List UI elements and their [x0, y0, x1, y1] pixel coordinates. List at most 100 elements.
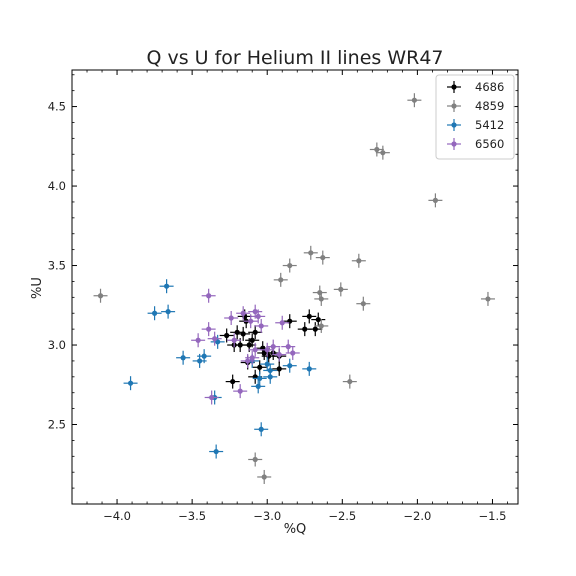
data-point	[407, 93, 422, 108]
data-point	[243, 314, 258, 329]
point-marker	[380, 150, 386, 156]
data-point	[272, 361, 287, 376]
data-point	[275, 315, 290, 330]
legend-label: 4686	[475, 80, 504, 94]
point-marker	[287, 363, 293, 369]
point-marker	[255, 383, 261, 389]
point-marker	[249, 337, 255, 343]
x-axis-label: %Q	[284, 522, 307, 537]
point-marker	[201, 353, 207, 359]
point-marker	[231, 337, 237, 343]
point-marker	[245, 358, 251, 364]
data-point	[225, 374, 240, 389]
point-marker	[255, 313, 261, 320]
x-tick-label: −2.5	[328, 509, 356, 523]
y-axis-label: %U	[30, 277, 45, 299]
point-marker	[240, 331, 246, 337]
point-marker	[270, 344, 276, 350]
point-marker	[320, 254, 326, 261]
data-point	[248, 452, 263, 467]
series-4859	[93, 93, 495, 484]
data-point	[260, 357, 275, 372]
data-point	[252, 371, 267, 386]
data-point	[248, 325, 263, 340]
legend-entry: 4859	[447, 99, 504, 113]
point-marker	[197, 358, 203, 364]
y-tick-label: 3.0	[48, 338, 66, 352]
data-points	[93, 93, 495, 484]
point-marker	[209, 394, 215, 401]
data-point	[219, 328, 234, 343]
point-marker	[213, 448, 219, 455]
legend-label: 5412	[475, 118, 504, 132]
data-point	[233, 384, 248, 399]
data-point	[161, 304, 176, 319]
data-point	[351, 253, 366, 268]
data-point	[251, 309, 266, 324]
data-point	[236, 306, 251, 321]
point-marker	[411, 97, 417, 103]
point-marker	[206, 293, 212, 299]
point-marker	[97, 293, 104, 299]
data-point	[248, 342, 263, 357]
data-point	[428, 193, 443, 208]
data-point	[236, 326, 251, 341]
point-marker	[264, 347, 270, 353]
legend-marker	[451, 122, 457, 128]
legend-entry: 5412	[447, 118, 504, 132]
point-marker	[312, 326, 318, 332]
point-marker	[306, 366, 312, 372]
point-marker	[151, 310, 158, 316]
legend-box	[435, 74, 515, 160]
point-marker	[257, 364, 263, 370]
x-tick-label: −3.5	[178, 509, 206, 523]
point-marker	[302, 326, 308, 332]
data-point	[191, 333, 206, 348]
legend-label: 4859	[475, 99, 504, 113]
x-tick-label: −2.0	[403, 509, 431, 523]
legend-entry: 6560	[447, 137, 504, 151]
point-marker	[252, 309, 258, 315]
plot-frame	[71, 69, 519, 505]
data-point	[192, 353, 207, 368]
point-marker	[360, 301, 366, 307]
data-point	[159, 279, 174, 294]
point-marker	[276, 366, 282, 372]
point-marker	[290, 350, 296, 356]
x-tick-label: −1.5	[479, 509, 507, 523]
point-marker	[165, 309, 171, 315]
y-tick-label: 3.5	[48, 259, 66, 273]
point-marker	[206, 326, 212, 332]
data-point	[273, 272, 288, 287]
x-tick-label: −3.0	[253, 509, 281, 523]
y-tick-label: 4.5	[48, 100, 66, 114]
data-point	[227, 333, 242, 348]
data-point	[297, 322, 312, 337]
data-point	[333, 282, 348, 297]
point-marker	[356, 258, 362, 264]
legend: 4686 4859 5412 6560	[435, 74, 515, 160]
data-point	[204, 390, 219, 405]
data-point	[201, 322, 216, 337]
x-tick-label: −4.0	[103, 509, 131, 523]
data-point	[282, 358, 297, 373]
legend-marker	[451, 84, 457, 90]
data-point	[369, 142, 384, 157]
point-marker	[230, 378, 236, 385]
point-marker	[318, 296, 324, 302]
point-marker	[318, 323, 324, 329]
point-marker	[287, 262, 293, 269]
data-point	[263, 369, 278, 384]
legend-marker	[451, 141, 457, 147]
data-point	[254, 422, 269, 437]
point-marker	[267, 374, 273, 380]
data-point	[260, 342, 275, 357]
legend-label: 6560	[475, 137, 504, 151]
point-marker	[180, 355, 186, 361]
data-point	[240, 353, 255, 368]
point-marker	[276, 351, 282, 358]
point-marker	[127, 380, 134, 386]
chart-title: Q vs U for Helium II lines WR47	[146, 47, 443, 69]
point-marker	[261, 474, 267, 480]
